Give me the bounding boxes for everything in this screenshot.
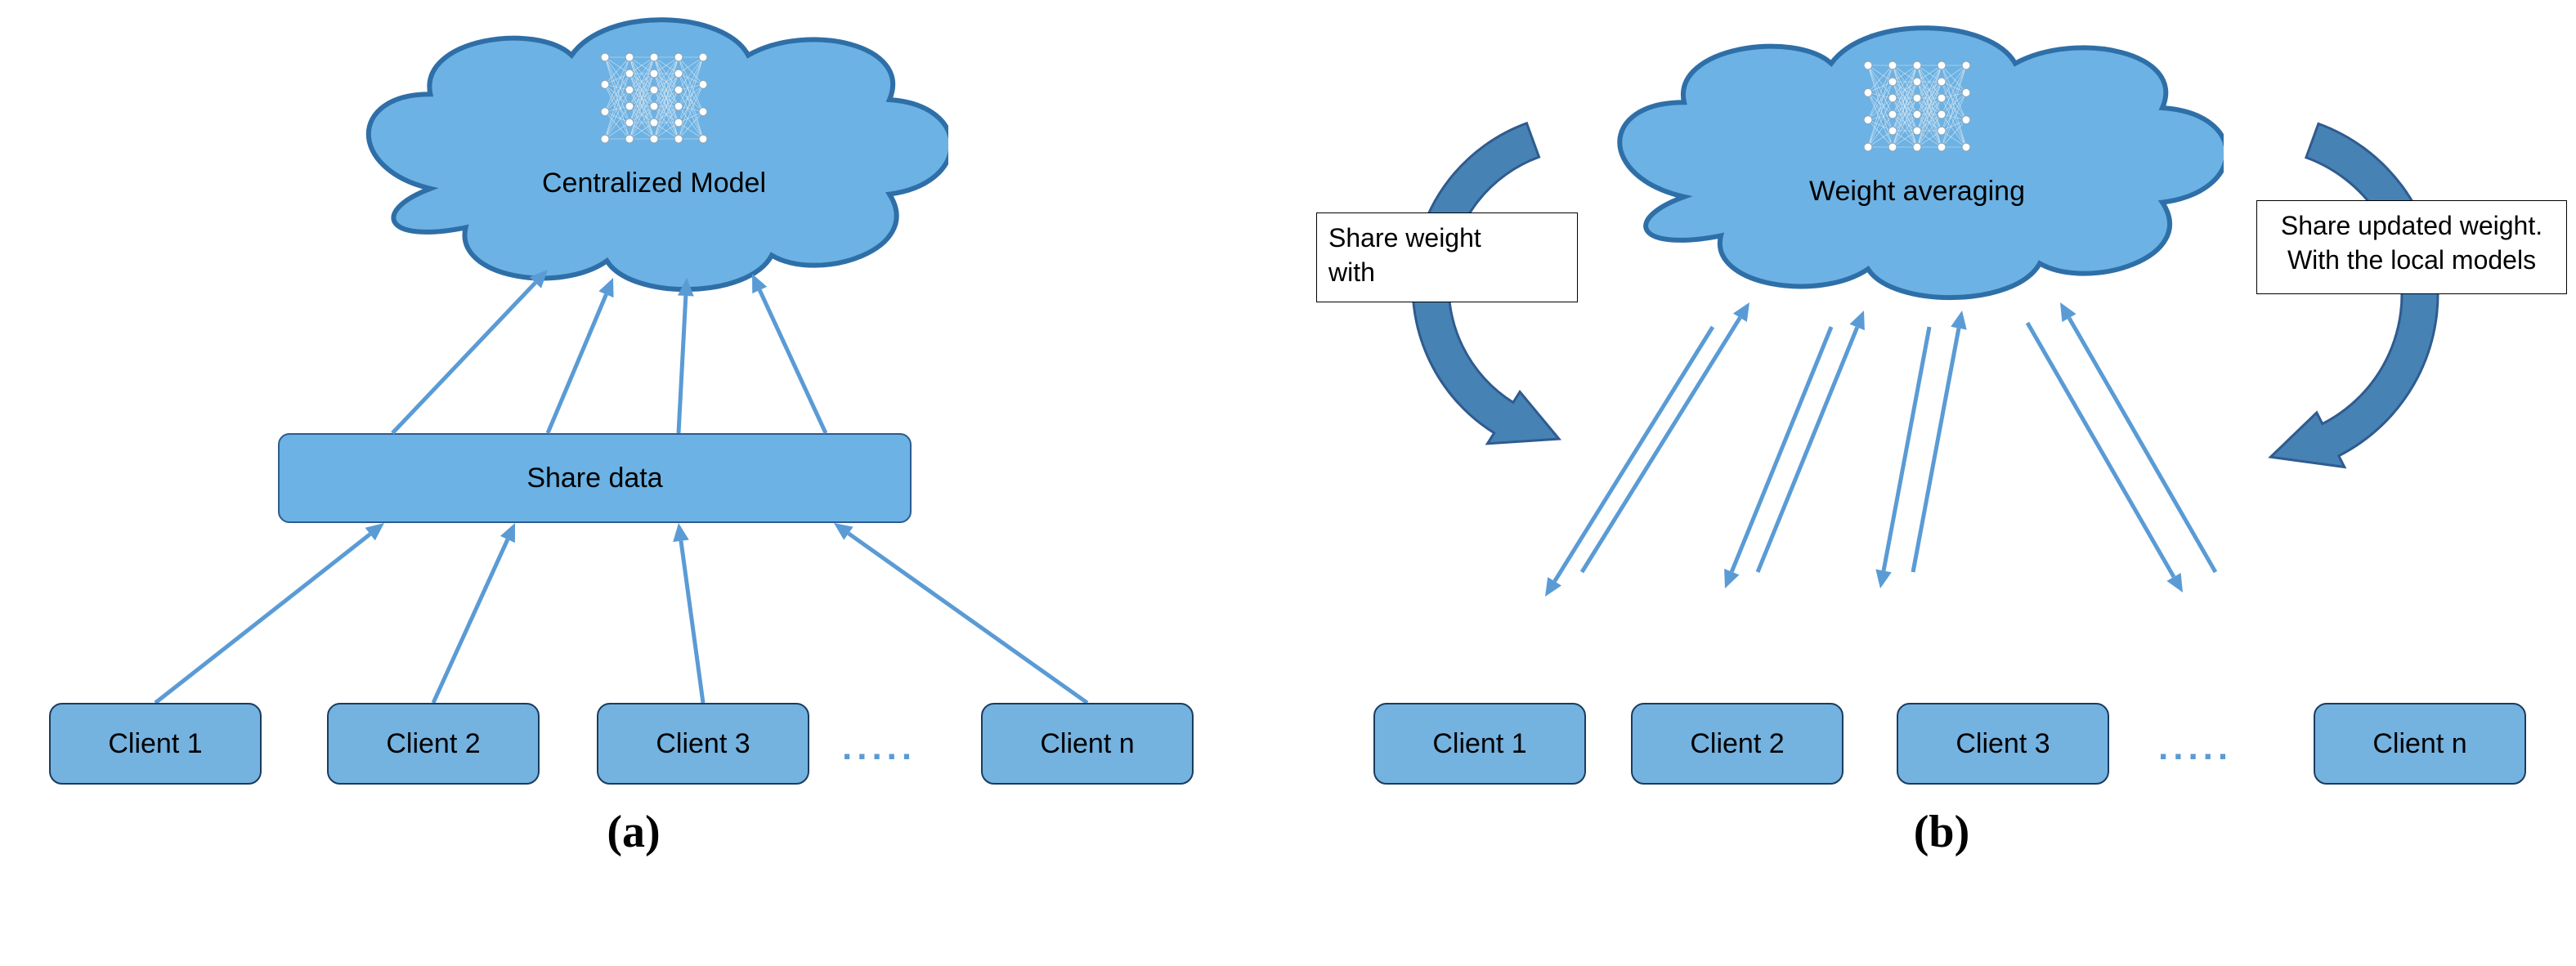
ellipsis-dots: ..... [2158,727,2233,768]
client-box: Client 3 [597,703,809,785]
client-box: Client 1 [1373,703,1586,785]
panel-caption: (b) [1914,806,1969,858]
client-box: Client 2 [1631,703,1844,785]
ellipsis-dots: ..... [842,727,916,768]
client-box: Client 2 [327,703,540,785]
panel-federated: Weight averaging Share weightwith Share … [1308,0,2575,883]
client-box: Client n [981,703,1194,785]
client-box: Client 3 [1897,703,2109,785]
panel-caption: (a) [607,806,660,858]
panel-centralized: Centralized Model Share data Client 1Cli… [0,0,1267,883]
client-box: Client n [2314,703,2526,785]
client-box: Client 1 [49,703,262,785]
